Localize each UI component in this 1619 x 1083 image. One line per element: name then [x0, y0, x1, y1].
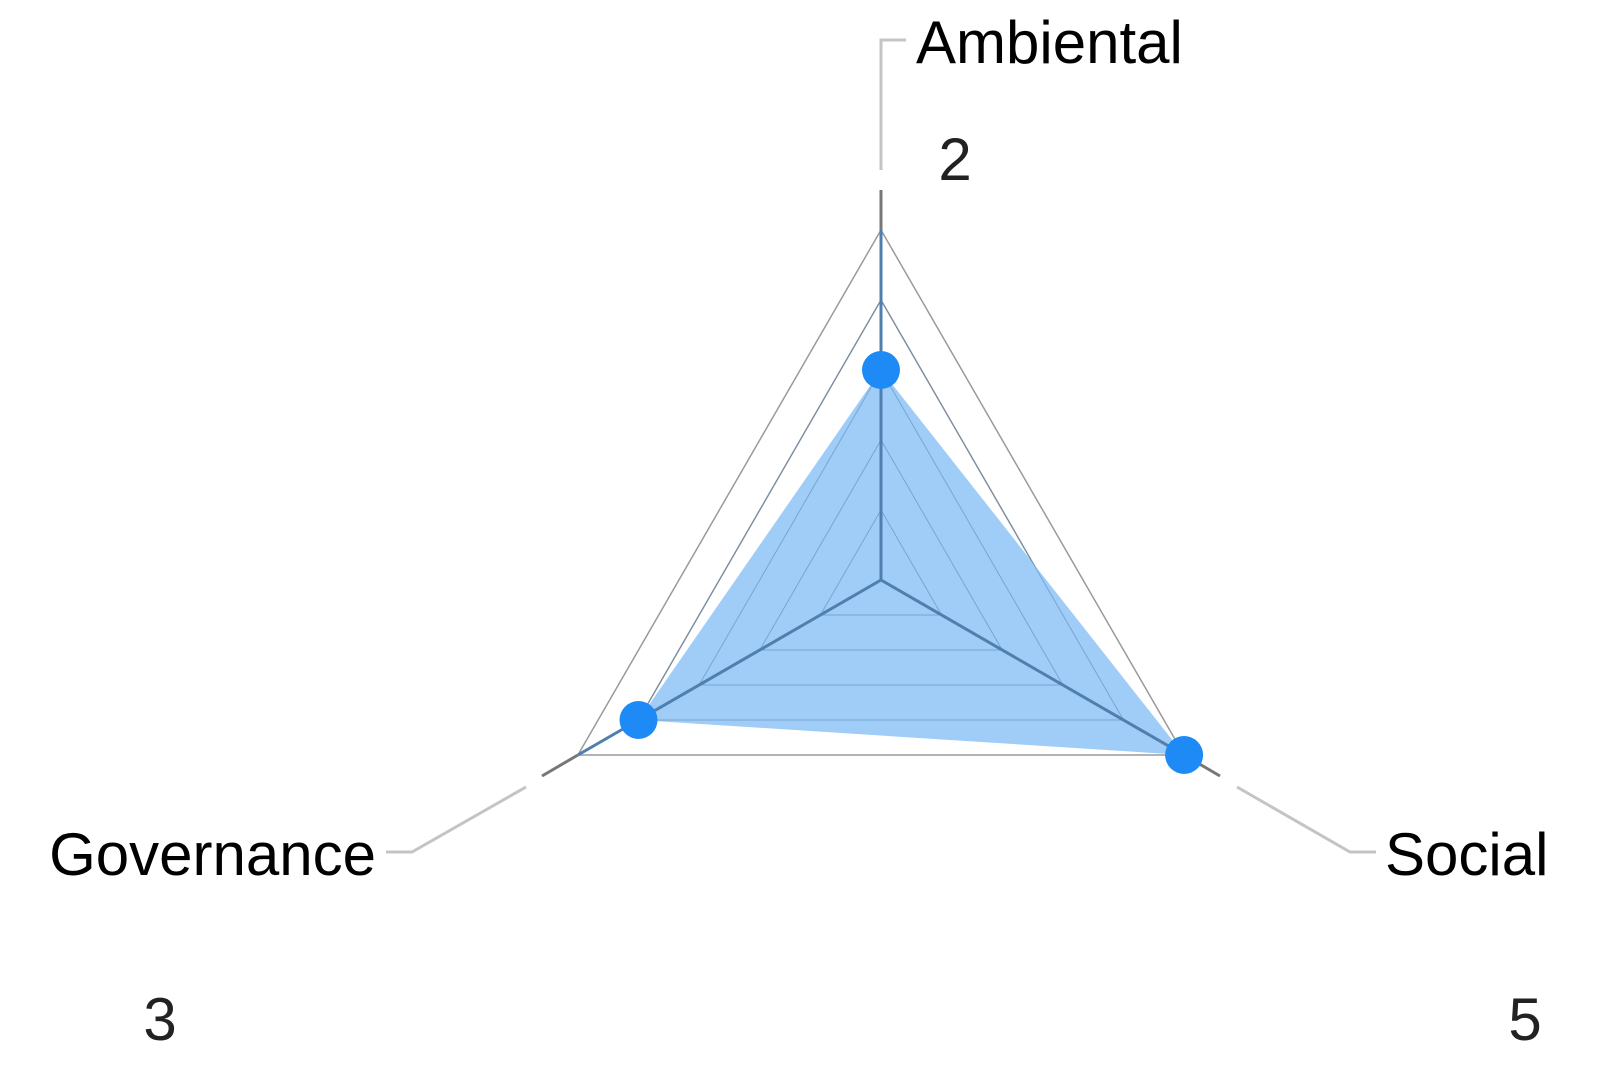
- axis-label-governance: Governance: [49, 821, 376, 888]
- axis-label-ambiental: Ambiental: [916, 9, 1183, 76]
- overlay-grid-layer: [637, 299, 1125, 721]
- data-point-ambiental: [862, 351, 900, 389]
- axis-extension-governance: [541, 753, 579, 778]
- inner-grid-ring-3: [698, 369, 1064, 686]
- data-point-social: [1165, 736, 1204, 774]
- axis-spoke-social: [880, 578, 1185, 757]
- inner-grid-ring-2: [758, 438, 1004, 651]
- leader-line-social: [1236, 785, 1376, 854]
- leader-line-governance: [386, 785, 527, 854]
- inner-grid-ring-1: [819, 508, 943, 616]
- axis-label-social: Social: [1385, 821, 1548, 888]
- inner-grid-ring-4: [637, 299, 1125, 721]
- marker-layer: [619, 351, 1204, 774]
- data-point-governance: [619, 701, 658, 739]
- leader-line-layer: [386, 38, 1376, 854]
- value-label-governance: 3: [143, 986, 176, 1053]
- grid-ring-5: [576, 228, 1186, 756]
- value-label-social: 5: [1508, 986, 1541, 1053]
- value-label-ambiental: 2: [938, 126, 971, 193]
- leader-line-ambiental: [879, 38, 906, 170]
